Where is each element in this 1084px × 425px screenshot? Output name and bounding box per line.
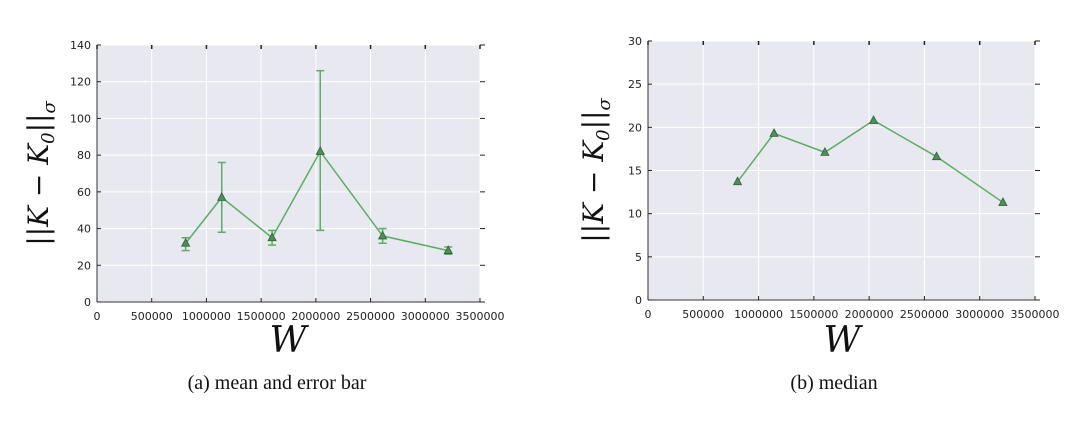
plot-background bbox=[97, 45, 480, 302]
x-tick-label: 2000000 bbox=[291, 310, 340, 323]
y-tick-label: 30 bbox=[628, 35, 642, 48]
x-tick-label: 0 bbox=[645, 308, 652, 321]
data-point-marker bbox=[868, 115, 879, 124]
data-point-marker bbox=[315, 146, 325, 155]
y-tick-label: 5 bbox=[635, 251, 642, 264]
data-point-marker bbox=[443, 245, 453, 255]
y-tick-label: 140 bbox=[70, 39, 91, 52]
data-point-marker bbox=[998, 197, 1008, 206]
chart-panel-a: 0 500000 1000000 1500000 2000000 2500000 30000… bbox=[22, 39, 505, 394]
data-point-marker bbox=[180, 237, 191, 247]
x-tick-label: 3000000 bbox=[955, 308, 1004, 321]
series-line bbox=[736, 119, 1004, 204]
x-tick-label: 3500000 bbox=[1011, 308, 1060, 321]
y-axis-label-part: σ bbox=[594, 97, 615, 110]
x-tick-label: 1500000 bbox=[789, 308, 838, 321]
y-tick-label: 60 bbox=[77, 186, 91, 199]
x-tick-label: 1000000 bbox=[734, 308, 783, 321]
y-tick-label: 100 bbox=[70, 112, 91, 125]
x-axis-label: W bbox=[823, 320, 863, 361]
y-tick-label: 10 bbox=[628, 208, 642, 221]
y-axis-label-part: K bbox=[577, 139, 610, 163]
y-axis-label-part: − bbox=[22, 165, 55, 206]
x-tick-label: 500000 bbox=[131, 310, 173, 323]
data-point-marker bbox=[732, 176, 743, 186]
y-axis-label-part: − bbox=[577, 162, 610, 203]
data-point-marker bbox=[931, 151, 942, 161]
y-axis-label: ||K − K0||σ bbox=[22, 100, 60, 245]
data-point-marker bbox=[377, 230, 388, 240]
subfigure-caption: (a) mean and error bar bbox=[188, 372, 367, 394]
x-tick-label: 2500000 bbox=[346, 310, 395, 323]
data-point-marker bbox=[267, 232, 277, 242]
y-axis-label-part: K bbox=[22, 142, 55, 166]
y-axis-label-part: 0 bbox=[38, 132, 59, 143]
y-tick-label: 20 bbox=[628, 121, 642, 134]
x-tick-label: 3500000 bbox=[456, 310, 505, 323]
y-tick-label: 120 bbox=[70, 76, 91, 89]
y-axis-label-part: || bbox=[22, 227, 55, 246]
y-axis-label-part: σ bbox=[39, 100, 60, 113]
y-tick-label: 80 bbox=[77, 149, 91, 162]
x-tick-label: 0 bbox=[94, 310, 101, 323]
x-tick-label: 1000000 bbox=[182, 310, 231, 323]
x-tick-label: 3000000 bbox=[401, 310, 450, 323]
y-axis-label: ||K − K0||σ bbox=[577, 97, 615, 242]
data-point-marker bbox=[769, 128, 779, 137]
x-tick-label: 2000000 bbox=[845, 308, 894, 321]
data-point-marker bbox=[217, 192, 227, 201]
x-tick-label: 2500000 bbox=[900, 308, 949, 321]
y-axis-label-part: K bbox=[577, 201, 610, 225]
y-tick-label: 20 bbox=[77, 259, 91, 272]
series-line bbox=[185, 150, 449, 252]
y-axis-label-part: || bbox=[577, 224, 610, 243]
x-tick-label: 1500000 bbox=[237, 310, 286, 323]
y-axis-label-part: || bbox=[577, 110, 610, 129]
subfigure-caption: (b) median bbox=[790, 372, 877, 394]
x-tick-label: 500000 bbox=[682, 308, 724, 321]
y-axis-label-part: 0 bbox=[593, 129, 614, 140]
y-tick-label: 40 bbox=[77, 223, 91, 236]
data-point-marker bbox=[820, 147, 830, 156]
y-axis-label-part: K bbox=[22, 204, 55, 228]
x-axis-label: W bbox=[269, 320, 309, 361]
y-tick-label: 0 bbox=[635, 294, 642, 307]
y-axis-label-part: || bbox=[22, 113, 55, 132]
y-tick-label: 25 bbox=[628, 78, 642, 91]
chart-panel-b: 0 500000 1000000 1500000 2000000 2500000 30000… bbox=[577, 35, 1060, 394]
y-tick-label: 15 bbox=[628, 165, 642, 178]
y-tick-label: 0 bbox=[84, 296, 91, 309]
